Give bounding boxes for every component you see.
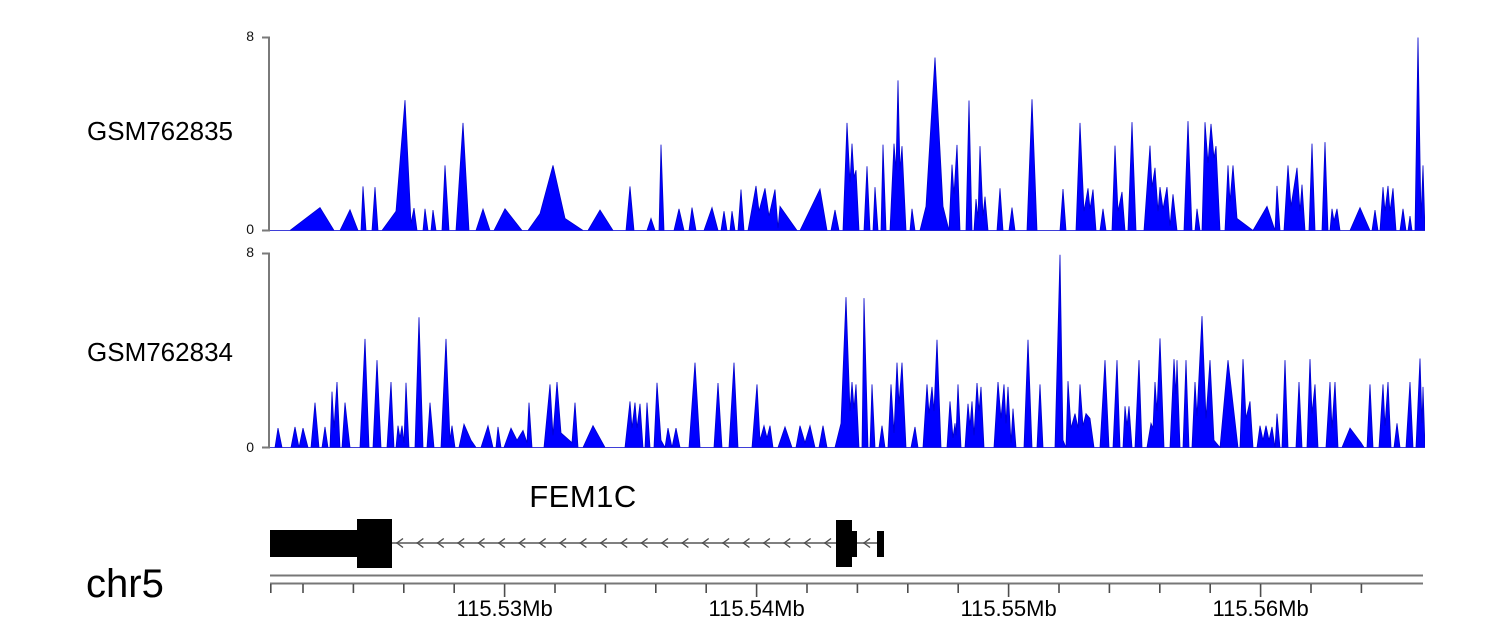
strand-arrow-icon bbox=[456, 537, 465, 549]
track1-ymax-label: 8 bbox=[246, 28, 254, 44]
strand-arrow-icon bbox=[701, 537, 710, 549]
strand-arrow-icon bbox=[762, 537, 771, 549]
gene-model-fem1c bbox=[270, 519, 884, 568]
strand-arrow-icon bbox=[477, 537, 485, 549]
exon-utr bbox=[877, 531, 884, 557]
strand-arrow-icon bbox=[620, 537, 628, 549]
strand-arrow-icon bbox=[721, 537, 730, 549]
strand-arrow-icon bbox=[579, 537, 587, 549]
track-label-gsm762835: GSM762835 bbox=[87, 116, 233, 146]
chromosome-label: chr5 bbox=[86, 562, 164, 606]
track2-ymax-label: 8 bbox=[246, 244, 254, 260]
coverage-area-gsm762835 bbox=[270, 37, 1425, 231]
strand-arrow-icon bbox=[803, 537, 812, 549]
strand-arrow-icon bbox=[436, 537, 445, 549]
strand-arrow-icon bbox=[416, 537, 424, 549]
track2-ymin-label: 0 bbox=[246, 439, 254, 455]
strand-arrow-icon bbox=[599, 537, 608, 549]
genome-axis bbox=[270, 574, 1423, 597]
track2-y-axis-bracket bbox=[262, 252, 270, 449]
strand-arrow-icon bbox=[862, 537, 871, 549]
strand-arrow-icon bbox=[518, 537, 526, 549]
track1-ymin-label: 0 bbox=[246, 221, 254, 237]
coverage-polygon-gsm762834 bbox=[270, 254, 1425, 448]
coverage-polygon-gsm762835 bbox=[270, 37, 1425, 231]
track1-y-axis-bracket bbox=[262, 36, 270, 232]
strand-arrow-icon bbox=[395, 537, 404, 549]
axis-tick-label: 115.56Mb bbox=[1212, 596, 1309, 621]
exon-utr bbox=[852, 531, 857, 557]
strand-arrow-icon bbox=[640, 537, 648, 549]
strand-arrow-icon bbox=[558, 537, 567, 549]
axis-tick-label: 115.54Mb bbox=[708, 596, 805, 621]
strand-arrow-icon bbox=[783, 537, 791, 549]
gene-label-fem1c: FEM1C bbox=[529, 479, 637, 514]
strand-arrow-icon bbox=[538, 537, 547, 549]
strand-arrow-icon bbox=[497, 537, 506, 549]
track-label-gsm762834: GSM762834 bbox=[87, 337, 233, 367]
strand-arrow-icon bbox=[823, 537, 832, 549]
exon-cds bbox=[357, 519, 392, 568]
strand-arrow-icon bbox=[681, 537, 689, 549]
exon-utr bbox=[270, 530, 357, 557]
axis-tick-label: 115.55Mb bbox=[960, 596, 1057, 621]
axis-tick-label: 115.53Mb bbox=[456, 596, 553, 621]
strand-arrow-icon bbox=[660, 537, 669, 549]
exon-cds bbox=[836, 520, 852, 567]
coverage-area-gsm762834 bbox=[270, 254, 1425, 448]
strand-arrow-icon bbox=[742, 537, 750, 549]
